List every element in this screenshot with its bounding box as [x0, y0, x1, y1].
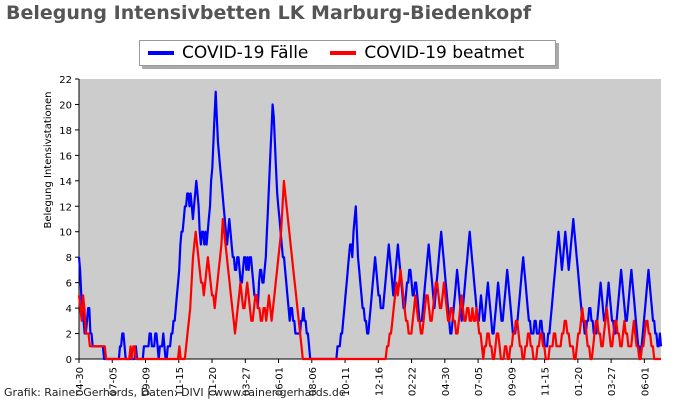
x-tick-label: 06-01 [275, 367, 286, 396]
x-tick-label: 10-11 [341, 367, 352, 396]
y-axis: 0 2 4 6 8 10 12 14 16 18 20 22 [59, 75, 79, 366]
x-tick-label: 01-20 [574, 367, 585, 396]
y-tick-label: 4 [66, 304, 72, 315]
x-tick-label: 04-30 [75, 367, 86, 396]
x-tick-label: 01-20 [208, 367, 219, 396]
chart-title: Belegung Intensivbetten LK Marburg-Biede… [6, 2, 532, 24]
x-tick-label: 09-09 [142, 367, 153, 396]
legend-swatch-ventilated [330, 51, 357, 55]
series-layer [77, 90, 663, 361]
y-tick-label: 14 [59, 177, 72, 188]
y-tick-label: 0 [66, 355, 72, 366]
legend: COVID-19 Fälle COVID-19 beatmet [139, 40, 556, 66]
legend-item-ventilated: COVID-19 beatmet [330, 43, 524, 63]
x-tick-label: 08-06 [308, 367, 319, 396]
y-tick-label: 18 [59, 126, 72, 137]
x-tick-label: 11-15 [175, 367, 186, 396]
legend-label-cases: COVID-19 Fälle [182, 43, 309, 63]
series-line-cases [77, 90, 663, 361]
legend-label-ventilated: COVID-19 beatmet [364, 43, 525, 63]
y-tick-label: 22 [59, 75, 72, 86]
y-tick-label: 16 [59, 151, 72, 162]
y-axis-label: Belegung Intensivstationen [43, 91, 54, 228]
x-tick-label: 09-09 [507, 367, 518, 396]
legend-swatch-cases [148, 51, 174, 55]
x-tick-label: 07-05 [108, 367, 119, 396]
x-tick-label: 02-22 [408, 367, 419, 396]
x-tick-label: 04-30 [441, 367, 452, 396]
x-tick-label: 12-16 [374, 367, 385, 396]
x-tick-label: 03-27 [241, 367, 252, 396]
y-tick-label: 6 [66, 279, 72, 290]
x-tick-label: 06-01 [640, 367, 651, 396]
x-tick-label: 07-05 [474, 367, 485, 396]
series-line-ventilated [77, 179, 661, 361]
legend-item-cases: COVID-19 Fälle [148, 43, 308, 63]
x-tick-label: 11-15 [541, 367, 552, 396]
y-tick-label: 8 [66, 253, 72, 264]
y-tick-label: 2 [66, 330, 72, 341]
y-tick-label: 12 [59, 202, 72, 213]
x-axis: 04-30 07-05 09-09 11-15 01-20 03-27 06-01 08-06… [75, 359, 651, 396]
y-tick-label: 20 [59, 100, 72, 111]
y-tick-label: 10 [59, 228, 72, 239]
x-tick-label: 03-27 [607, 367, 618, 396]
credit-footer: Grafik: Rainer Gerhards, Daten: DIVI | w… [4, 386, 346, 399]
